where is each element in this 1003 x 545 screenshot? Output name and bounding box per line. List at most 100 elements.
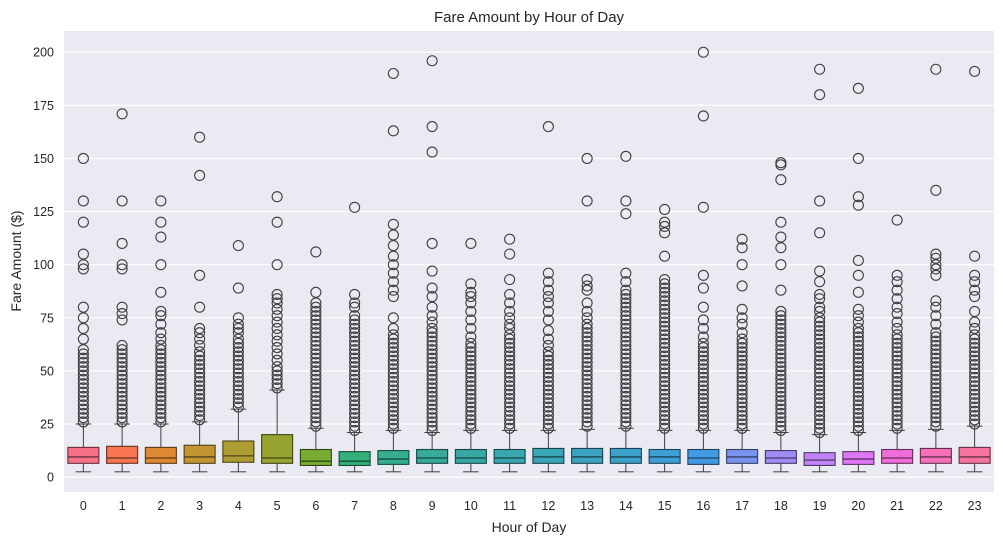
outlier-point (620, 310, 632, 322)
outlier-point (620, 344, 632, 356)
outlier-point (659, 278, 671, 290)
outlier-point (426, 412, 438, 424)
outlier-point (426, 378, 438, 390)
outlier-point (116, 412, 128, 424)
outlier-point (620, 420, 632, 432)
box-hour-2 (144, 195, 177, 473)
outlier-point (736, 367, 748, 379)
outlier-point (426, 291, 438, 303)
outlier-point (659, 250, 671, 262)
outlier-point (736, 303, 748, 315)
outlier-point (155, 231, 167, 243)
outlier-point (969, 363, 981, 375)
outlier-point (271, 322, 283, 334)
outlier-point (504, 375, 516, 388)
outlier-point (930, 407, 942, 419)
outlier-point (697, 322, 709, 334)
outlier-point (271, 373, 283, 385)
outlier-point (697, 110, 709, 122)
outlier-point (852, 316, 864, 328)
iqr-box (571, 447, 604, 464)
x-tick-label: 15 (658, 499, 672, 513)
outlier-point (426, 344, 438, 356)
outlier-point (426, 424, 438, 436)
outlier-point (465, 367, 477, 379)
outlier-point (504, 397, 516, 409)
outlier-point (697, 363, 709, 375)
outlier-point (659, 286, 671, 298)
outlier-point (581, 297, 593, 309)
outlier-point (814, 426, 826, 439)
outlier-point (581, 395, 593, 407)
outlier-point (581, 420, 593, 432)
outlier-point (736, 388, 748, 400)
outlier-point (426, 403, 438, 415)
box-hour-1 (106, 108, 139, 473)
outlier-point (465, 371, 477, 383)
outlier-point (814, 405, 826, 417)
outlier-point (349, 416, 361, 428)
outlier-point (77, 263, 89, 275)
box-hour-20 (842, 82, 875, 473)
outlier-point (77, 378, 89, 390)
outlier-point (387, 371, 399, 383)
x-tick-label: 10 (464, 499, 478, 513)
outlier-point (77, 365, 89, 377)
outlier-point (387, 67, 399, 80)
outlier-point (969, 354, 981, 366)
outlier-point (465, 388, 477, 400)
outlier-point (465, 384, 477, 396)
outlier-point (775, 424, 787, 436)
outlier-point (194, 131, 206, 143)
y-tick-label: 150 (33, 152, 54, 166)
outlier-point (930, 295, 942, 307)
x-tick-label: 0 (80, 499, 87, 513)
outlier-point (930, 378, 942, 390)
outlier-point (775, 369, 787, 381)
outlier-point (697, 380, 709, 392)
outlier-point (271, 361, 283, 373)
outlier-point (775, 314, 787, 326)
outlier-point (116, 407, 128, 419)
outlier-point (775, 386, 787, 398)
outlier-point (891, 367, 903, 379)
outlier-point (852, 395, 864, 407)
iqr-box (532, 447, 565, 464)
outlier-point (77, 352, 89, 364)
x-tick-label: 2 (157, 499, 164, 513)
outlier-point (697, 375, 709, 388)
outlier-point (581, 416, 593, 428)
x-tick-label: 11 (503, 499, 516, 513)
outlier-point (542, 291, 554, 303)
outlier-point (310, 310, 322, 322)
outlier-point (232, 363, 244, 375)
outlier-point (504, 388, 516, 400)
y-tick-label: 125 (33, 205, 54, 219)
outlier-point (426, 316, 438, 328)
outlier-point (581, 348, 593, 360)
outlier-point (620, 352, 632, 364)
outlier-point (232, 333, 244, 345)
outlier-point (504, 363, 516, 375)
outlier-point (930, 420, 942, 432)
outlier-point (969, 337, 981, 349)
outlier-point (349, 378, 361, 390)
iqr-box (958, 446, 991, 464)
outlier-point (271, 348, 283, 360)
y-axis-ticks: 0 25 50 75 100 125 150 175 200 (33, 46, 54, 485)
outlier-point (542, 324, 554, 337)
outlier-point (775, 231, 787, 243)
outlier-point (310, 378, 322, 390)
outlier-point (891, 363, 903, 375)
outlier-point (542, 358, 554, 371)
outlier-point (697, 358, 709, 371)
outlier-point (814, 288, 826, 300)
outlier-point (891, 384, 903, 396)
outlier-point (232, 327, 244, 339)
outlier-point (930, 416, 942, 428)
outlier-point (349, 420, 361, 432)
outlier-point (581, 327, 593, 339)
iqr-box (183, 444, 216, 464)
outlier-point (659, 392, 671, 405)
outlier-point (969, 322, 981, 334)
